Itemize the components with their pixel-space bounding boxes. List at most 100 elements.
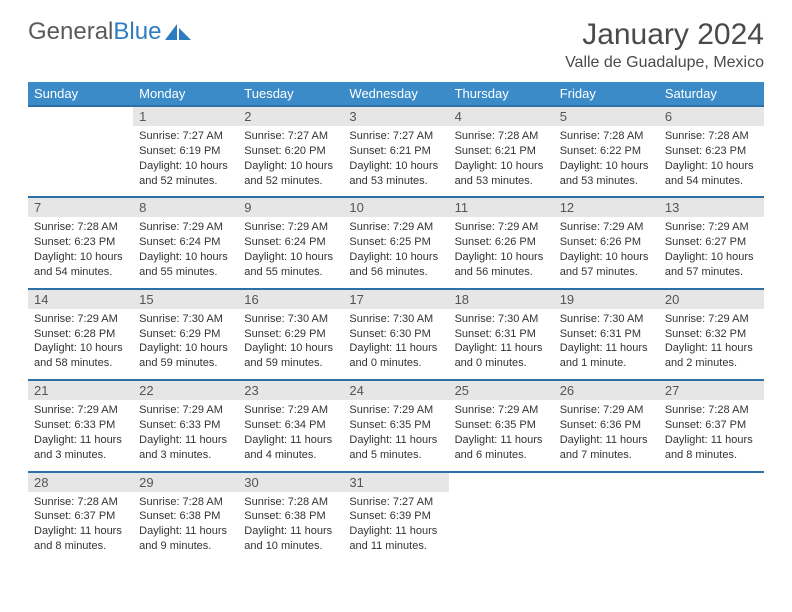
sunrise-text: Sunrise: 7:29 AM	[244, 403, 337, 418]
calendar-cell: 18Sunrise: 7:30 AMSunset: 6:31 PMDayligh…	[449, 289, 554, 380]
day-body: Sunrise: 7:29 AMSunset: 6:35 PMDaylight:…	[449, 400, 554, 470]
calendar-cell: 23Sunrise: 7:29 AMSunset: 6:34 PMDayligh…	[238, 380, 343, 471]
day-body: Sunrise: 7:30 AMSunset: 6:29 PMDaylight:…	[133, 309, 238, 379]
title-block: January 2024 Valle de Guadalupe, Mexico	[565, 18, 764, 72]
day-number: 29	[133, 473, 238, 492]
calendar-table: Sunday Monday Tuesday Wednesday Thursday…	[28, 82, 764, 562]
logo-sail-icon	[165, 22, 191, 42]
day-body: Sunrise: 7:29 AMSunset: 6:25 PMDaylight:…	[343, 217, 448, 287]
sunrise-text: Sunrise: 7:27 AM	[349, 495, 442, 510]
sunset-text: Sunset: 6:21 PM	[349, 144, 442, 159]
calendar-cell: 16Sunrise: 7:30 AMSunset: 6:29 PMDayligh…	[238, 289, 343, 380]
day-header-row: Sunday Monday Tuesday Wednesday Thursday…	[28, 82, 764, 106]
sunrise-text: Sunrise: 7:29 AM	[560, 403, 653, 418]
sunrise-text: Sunrise: 7:29 AM	[665, 220, 758, 235]
calendar-cell: 6Sunrise: 7:28 AMSunset: 6:23 PMDaylight…	[659, 106, 764, 197]
sunrise-text: Sunrise: 7:29 AM	[139, 403, 232, 418]
day-number: 26	[554, 381, 659, 400]
day-number: 7	[28, 198, 133, 217]
calendar-cell: 9Sunrise: 7:29 AMSunset: 6:24 PMDaylight…	[238, 197, 343, 288]
sunset-text: Sunset: 6:24 PM	[139, 235, 232, 250]
sunrise-text: Sunrise: 7:30 AM	[455, 312, 548, 327]
day-body: Sunrise: 7:28 AMSunset: 6:38 PMDaylight:…	[133, 492, 238, 562]
sunset-text: Sunset: 6:29 PM	[244, 327, 337, 342]
daylight-text: Daylight: 11 hours and 5 minutes.	[349, 433, 442, 463]
daylight-text: Daylight: 10 hours and 52 minutes.	[244, 159, 337, 189]
day-header: Monday	[133, 82, 238, 106]
day-number: 9	[238, 198, 343, 217]
day-number: 17	[343, 290, 448, 309]
calendar-cell: 25Sunrise: 7:29 AMSunset: 6:35 PMDayligh…	[449, 380, 554, 471]
daylight-text: Daylight: 11 hours and 4 minutes.	[244, 433, 337, 463]
sunrise-text: Sunrise: 7:29 AM	[244, 220, 337, 235]
sunset-text: Sunset: 6:26 PM	[560, 235, 653, 250]
day-number: 4	[449, 107, 554, 126]
day-body: Sunrise: 7:29 AMSunset: 6:28 PMDaylight:…	[28, 309, 133, 379]
day-body: Sunrise: 7:27 AMSunset: 6:21 PMDaylight:…	[343, 126, 448, 196]
sunset-text: Sunset: 6:32 PM	[665, 327, 758, 342]
sunrise-text: Sunrise: 7:27 AM	[349, 129, 442, 144]
calendar-cell: 10Sunrise: 7:29 AMSunset: 6:25 PMDayligh…	[343, 197, 448, 288]
day-body: Sunrise: 7:30 AMSunset: 6:30 PMDaylight:…	[343, 309, 448, 379]
daylight-text: Daylight: 11 hours and 7 minutes.	[560, 433, 653, 463]
sunset-text: Sunset: 6:22 PM	[560, 144, 653, 159]
calendar-cell: .	[554, 472, 659, 562]
calendar-cell: 3Sunrise: 7:27 AMSunset: 6:21 PMDaylight…	[343, 106, 448, 197]
logo-text-blue: Blue	[113, 18, 161, 46]
day-body: Sunrise: 7:29 AMSunset: 6:35 PMDaylight:…	[343, 400, 448, 470]
calendar-cell: 29Sunrise: 7:28 AMSunset: 6:38 PMDayligh…	[133, 472, 238, 562]
calendar-cell: .	[659, 472, 764, 562]
calendar-cell: 11Sunrise: 7:29 AMSunset: 6:26 PMDayligh…	[449, 197, 554, 288]
sunset-text: Sunset: 6:23 PM	[34, 235, 127, 250]
daylight-text: Daylight: 10 hours and 58 minutes.	[34, 341, 127, 371]
sunrise-text: Sunrise: 7:28 AM	[560, 129, 653, 144]
sunset-text: Sunset: 6:37 PM	[34, 509, 127, 524]
month-title: January 2024	[565, 18, 764, 52]
calendar-cell: 22Sunrise: 7:29 AMSunset: 6:33 PMDayligh…	[133, 380, 238, 471]
sunset-text: Sunset: 6:23 PM	[665, 144, 758, 159]
calendar-week: 28Sunrise: 7:28 AMSunset: 6:37 PMDayligh…	[28, 472, 764, 562]
day-body: Sunrise: 7:28 AMSunset: 6:23 PMDaylight:…	[659, 126, 764, 196]
sunset-text: Sunset: 6:26 PM	[455, 235, 548, 250]
day-body: Sunrise: 7:29 AMSunset: 6:33 PMDaylight:…	[133, 400, 238, 470]
day-number: 8	[133, 198, 238, 217]
day-body: Sunrise: 7:29 AMSunset: 6:27 PMDaylight:…	[659, 217, 764, 287]
sunrise-text: Sunrise: 7:29 AM	[34, 312, 127, 327]
daylight-text: Daylight: 11 hours and 1 minute.	[560, 341, 653, 371]
day-number: 27	[659, 381, 764, 400]
daylight-text: Daylight: 10 hours and 52 minutes.	[139, 159, 232, 189]
sunrise-text: Sunrise: 7:28 AM	[665, 129, 758, 144]
calendar-week: 14Sunrise: 7:29 AMSunset: 6:28 PMDayligh…	[28, 289, 764, 380]
calendar-week: 21Sunrise: 7:29 AMSunset: 6:33 PMDayligh…	[28, 380, 764, 471]
logo-text-gray: General	[28, 18, 113, 46]
daylight-text: Daylight: 10 hours and 59 minutes.	[244, 341, 337, 371]
day-body: Sunrise: 7:28 AMSunset: 6:21 PMDaylight:…	[449, 126, 554, 196]
day-number: 13	[659, 198, 764, 217]
sunrise-text: Sunrise: 7:30 AM	[244, 312, 337, 327]
sunrise-text: Sunrise: 7:29 AM	[560, 220, 653, 235]
sunset-text: Sunset: 6:33 PM	[139, 418, 232, 433]
calendar-cell: 30Sunrise: 7:28 AMSunset: 6:38 PMDayligh…	[238, 472, 343, 562]
sunrise-text: Sunrise: 7:27 AM	[139, 129, 232, 144]
calendar-cell: 13Sunrise: 7:29 AMSunset: 6:27 PMDayligh…	[659, 197, 764, 288]
daylight-text: Daylight: 10 hours and 54 minutes.	[34, 250, 127, 280]
sunset-text: Sunset: 6:35 PM	[455, 418, 548, 433]
daylight-text: Daylight: 11 hours and 0 minutes.	[349, 341, 442, 371]
day-number: 30	[238, 473, 343, 492]
daylight-text: Daylight: 10 hours and 54 minutes.	[665, 159, 758, 189]
day-header: Tuesday	[238, 82, 343, 106]
daylight-text: Daylight: 11 hours and 9 minutes.	[139, 524, 232, 554]
daylight-text: Daylight: 10 hours and 56 minutes.	[349, 250, 442, 280]
day-number: 24	[343, 381, 448, 400]
day-body: Sunrise: 7:29 AMSunset: 6:26 PMDaylight:…	[449, 217, 554, 287]
daylight-text: Daylight: 10 hours and 59 minutes.	[139, 341, 232, 371]
calendar-cell: 5Sunrise: 7:28 AMSunset: 6:22 PMDaylight…	[554, 106, 659, 197]
daylight-text: Daylight: 10 hours and 56 minutes.	[455, 250, 548, 280]
header: GeneralBlue January 2024 Valle de Guadal…	[28, 18, 764, 72]
day-header: Thursday	[449, 82, 554, 106]
daylight-text: Daylight: 10 hours and 57 minutes.	[560, 250, 653, 280]
sunset-text: Sunset: 6:30 PM	[349, 327, 442, 342]
sunset-text: Sunset: 6:25 PM	[349, 235, 442, 250]
daylight-text: Daylight: 10 hours and 55 minutes.	[244, 250, 337, 280]
sunset-text: Sunset: 6:39 PM	[349, 509, 442, 524]
